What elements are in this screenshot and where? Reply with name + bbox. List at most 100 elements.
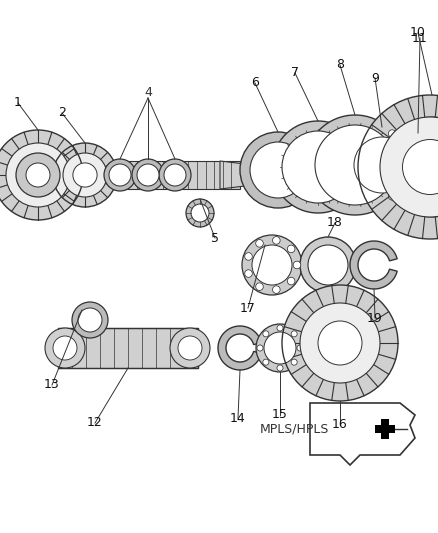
Circle shape (132, 159, 164, 191)
Circle shape (403, 140, 438, 195)
Text: 12: 12 (87, 416, 103, 430)
Circle shape (368, 130, 376, 138)
Polygon shape (384, 133, 438, 201)
Text: 1: 1 (14, 96, 22, 109)
Polygon shape (220, 161, 270, 189)
Circle shape (287, 277, 295, 285)
Circle shape (282, 285, 398, 401)
Circle shape (352, 142, 359, 149)
Circle shape (291, 359, 297, 365)
Circle shape (104, 159, 136, 191)
Text: 15: 15 (272, 408, 288, 422)
Circle shape (242, 235, 302, 295)
Polygon shape (218, 326, 261, 370)
Circle shape (250, 142, 306, 198)
Circle shape (272, 286, 280, 294)
Polygon shape (350, 241, 397, 289)
Circle shape (380, 117, 438, 217)
Circle shape (405, 181, 413, 188)
Bar (375, 425, 395, 433)
Circle shape (272, 121, 364, 213)
Text: 19: 19 (367, 311, 383, 325)
Text: 9: 9 (371, 71, 379, 85)
Circle shape (315, 125, 395, 205)
Circle shape (0, 130, 83, 220)
Circle shape (297, 345, 303, 351)
Circle shape (16, 153, 60, 197)
Text: 13: 13 (44, 378, 60, 392)
Text: 16: 16 (332, 418, 348, 432)
Circle shape (300, 237, 356, 293)
Circle shape (300, 303, 380, 383)
Circle shape (245, 253, 252, 260)
Polygon shape (310, 403, 415, 465)
Text: 5: 5 (211, 231, 219, 245)
Circle shape (73, 163, 97, 187)
Circle shape (264, 332, 296, 364)
Circle shape (240, 132, 316, 208)
Circle shape (257, 345, 263, 351)
Circle shape (344, 127, 420, 203)
Circle shape (382, 117, 438, 217)
Text: 2: 2 (58, 107, 66, 119)
Circle shape (389, 130, 396, 138)
Circle shape (6, 143, 70, 207)
Circle shape (354, 137, 410, 193)
Circle shape (394, 129, 438, 205)
Bar (58, 328, 198, 368)
Circle shape (21, 157, 56, 192)
Circle shape (345, 161, 353, 169)
Circle shape (368, 192, 376, 200)
Circle shape (252, 245, 292, 285)
Circle shape (293, 261, 301, 269)
Text: MPLS/HPLS: MPLS/HPLS (260, 423, 329, 435)
Circle shape (291, 331, 297, 337)
Text: 4: 4 (144, 86, 152, 100)
Bar (58, 328, 198, 368)
Text: 6: 6 (251, 77, 259, 90)
Circle shape (186, 199, 214, 227)
Circle shape (256, 283, 263, 290)
Circle shape (178, 336, 202, 360)
Text: 18: 18 (327, 216, 343, 230)
Circle shape (78, 308, 102, 332)
Circle shape (358, 95, 438, 239)
Circle shape (45, 328, 85, 368)
Text: 10: 10 (410, 27, 426, 39)
Circle shape (277, 365, 283, 371)
Circle shape (245, 270, 252, 277)
Text: 7: 7 (291, 67, 299, 79)
Circle shape (53, 336, 77, 360)
Circle shape (308, 245, 348, 285)
Circle shape (389, 192, 396, 200)
Circle shape (272, 237, 280, 244)
Text: 14: 14 (230, 411, 246, 424)
Circle shape (63, 153, 107, 197)
Circle shape (170, 328, 210, 368)
Circle shape (405, 142, 413, 149)
Circle shape (352, 181, 359, 188)
Circle shape (263, 359, 269, 365)
Circle shape (159, 159, 191, 191)
Circle shape (191, 204, 209, 222)
Bar (30, 163, 85, 187)
Circle shape (263, 331, 269, 337)
Bar (85, 161, 240, 189)
Text: 17: 17 (240, 302, 256, 314)
Circle shape (305, 115, 405, 215)
Circle shape (318, 321, 362, 365)
Text: 11: 11 (412, 31, 428, 44)
Text: 8: 8 (336, 59, 344, 71)
Circle shape (256, 239, 263, 247)
Circle shape (72, 302, 108, 338)
Circle shape (137, 164, 159, 186)
Circle shape (53, 143, 117, 207)
Bar (381, 419, 389, 439)
Circle shape (109, 164, 131, 186)
Circle shape (164, 164, 186, 186)
Circle shape (277, 325, 283, 331)
Circle shape (411, 161, 419, 169)
Circle shape (26, 163, 50, 187)
Circle shape (287, 245, 295, 253)
Circle shape (256, 324, 304, 372)
